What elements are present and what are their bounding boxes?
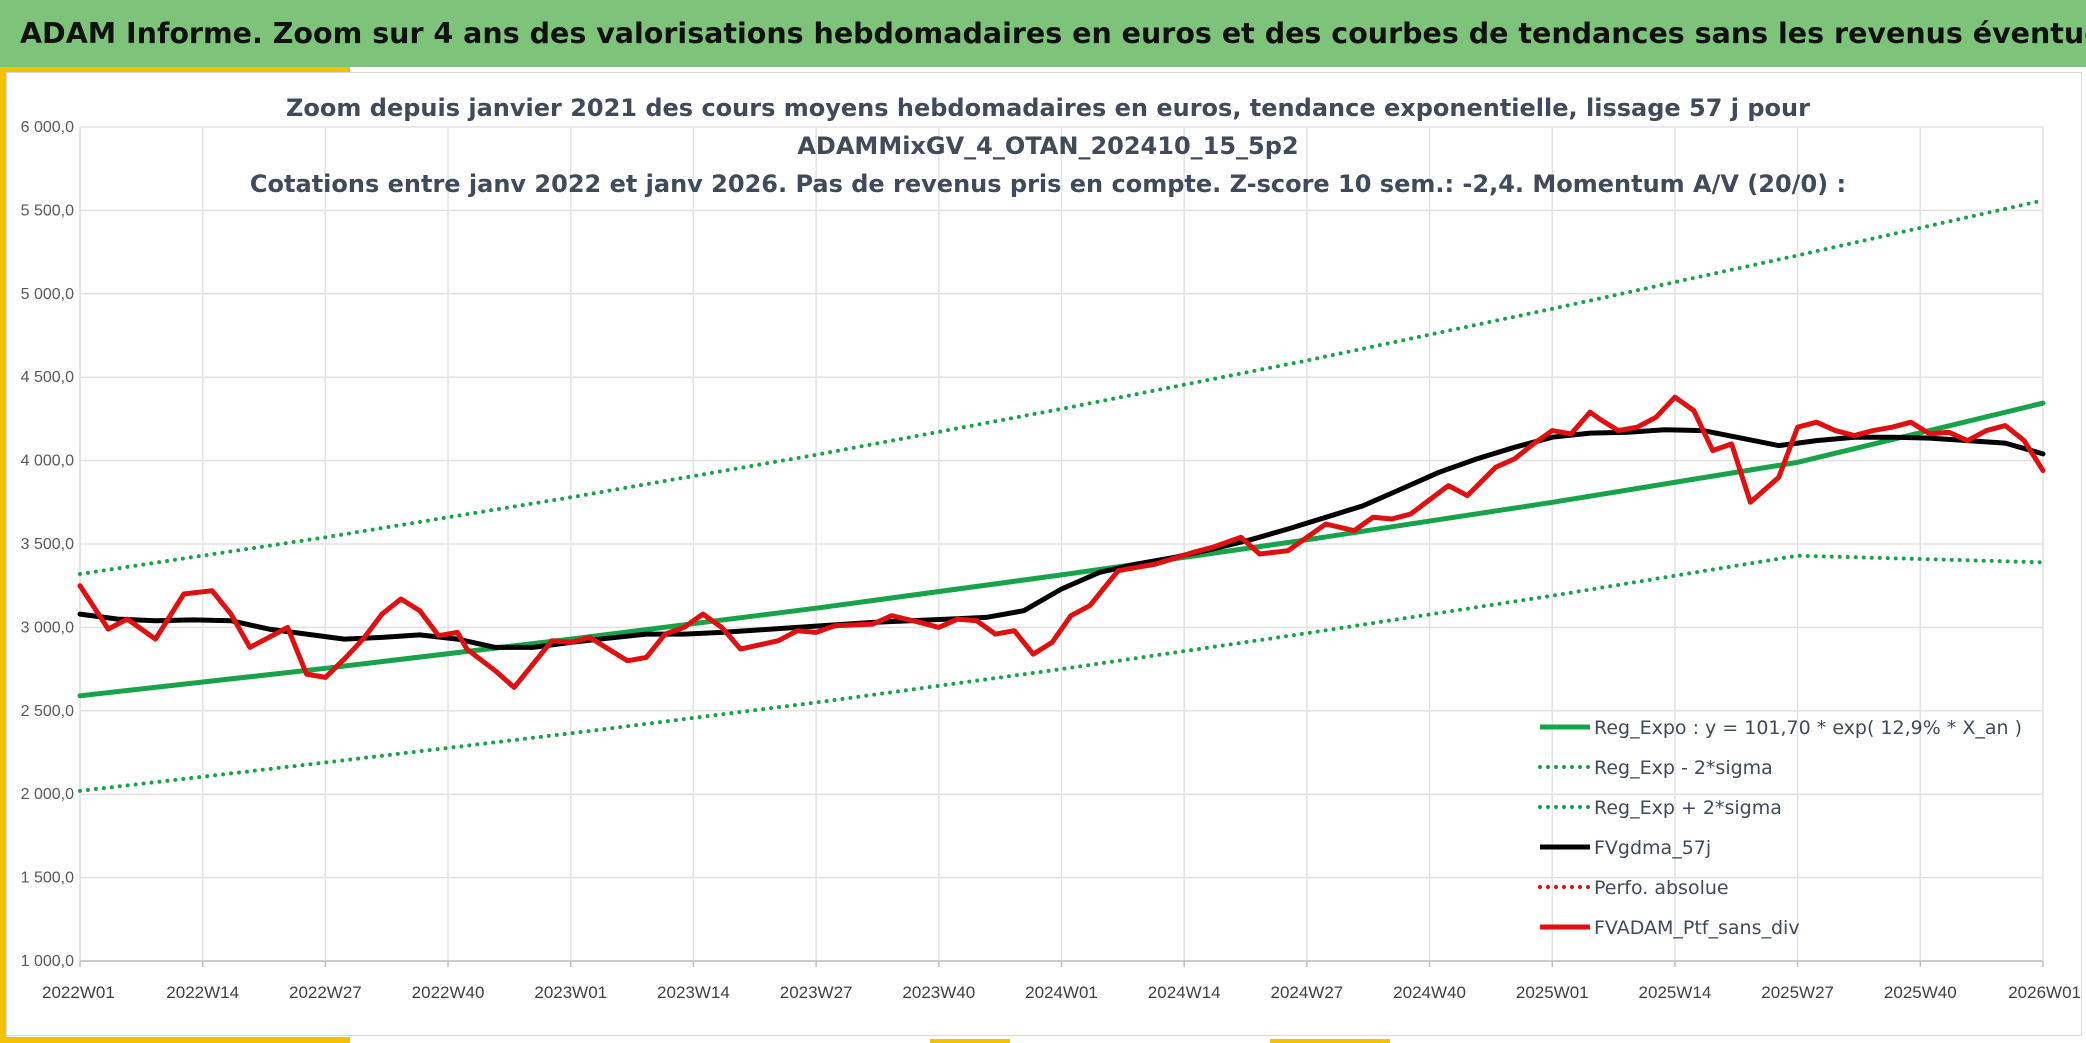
fvadam-ptf-line [77,394,2046,690]
y-tick-label: 1 000,0 [21,953,74,970]
legend-item-reg-exp-plus: Reg_Exp + 2*sigma [1538,797,1782,819]
x-tick-label: 2023W14 [657,983,730,1002]
x-tick-label: 2022W40 [412,983,485,1002]
y-tick-label: 2 500,0 [21,703,74,720]
accent-bar-bottom [1270,1039,1390,1043]
accent-bar-bottom [0,1037,350,1043]
y-tick-label: 5 000,0 [21,286,74,303]
x-tick-label: 2025W14 [1639,983,1712,1002]
legend-label: Reg_Exp + 2*sigma [1594,797,1782,819]
chart-title-line-2: ADAMMixGV_4_OTAN_202410_15_5p2 [797,132,1298,160]
y-tick-label: 4 500,0 [21,369,74,386]
x-tick-label: 2024W01 [1025,983,1098,1002]
legend-item-fvgdma: FVgdma_57j [1540,837,1711,859]
x-tick-label: 2022W14 [166,983,239,1002]
accent-bar-left [0,67,6,1043]
chart-title-line-1: Zoom depuis janvier 2021 des cours moyen… [286,94,1810,122]
reg-expo-line [77,400,2046,699]
axes: 1 000,0 1 500,0 2 000,0 2 500,0 3 000,0 3 500… [21,119,2081,1002]
accent-bar-bottom [930,1039,1010,1043]
x-tick-label: 2025W40 [1884,983,1957,1002]
reg-exp-plus-2sigma-line [78,198,2045,576]
chart-title: Zoom depuis janvier 2021 des cours moyen… [250,94,1846,198]
x-tick-label: 2024W27 [1270,983,1343,1002]
y-tick-label: 2 000,0 [21,786,74,803]
legend-item-perfo-absolue: Perfo. absolue [1538,877,1729,899]
x-tick-label: 2025W27 [1761,983,1834,1002]
legend-label: Reg_Exp - 2*sigma [1594,757,1773,779]
header-banner: ADAM Informe. Zoom sur 4 ans des valoris… [0,0,2086,67]
fvgdma-57j-line [77,427,2046,650]
y-tick-label: 6 000,0 [21,119,74,136]
x-tick-label: 2024W40 [1393,983,1466,1002]
accent-bar-top [0,67,350,72]
x-tick-label: 2025W01 [1516,983,1589,1002]
x-tick-label: 2026W01 [2008,983,2081,1002]
y-tick-label: 5 500,0 [21,202,74,219]
legend-item-reg-exp-minus: Reg_Exp - 2*sigma [1538,757,1773,779]
legend-label: FVgdma_57j [1594,837,1711,859]
legend-label: FVADAM_Ptf_sans_div [1594,917,1800,939]
chart-frame [6,72,2082,1036]
series [77,198,2046,793]
y-tick-label: 1 500,0 [21,870,74,887]
legend-item-reg-expo: Reg_Expo : y = 101,70 * exp( 12,9% * X_a… [1540,717,2022,739]
legend: Reg_Expo : y = 101,70 * exp( 12,9% * X_a… [1538,717,2022,939]
y-tick-label: 3 000,0 [21,619,74,636]
x-tick-label: 2023W27 [780,983,853,1002]
x-tick-label: 2022W27 [289,983,362,1002]
legend-item-fvadam: FVADAM_Ptf_sans_div [1540,917,1800,939]
x-tick-label: 2022W01 [42,983,115,1002]
chart-title-line-3: Cotations entre janv 2022 et janv 2026. … [250,170,1846,198]
reg-exp-minus-2sigma-line [78,553,2045,793]
legend-label: Reg_Expo : y = 101,70 * exp( 12,9% * X_a… [1594,717,2022,739]
x-tick-label: 2023W40 [902,983,975,1002]
grid [79,126,2044,962]
page-title: ADAM Informe. Zoom sur 4 ans des valoris… [20,17,2086,50]
x-tick-label: 2024W14 [1148,983,1221,1002]
legend-label: Perfo. absolue [1594,877,1729,899]
x-tick-label: 2023W01 [534,983,607,1002]
y-tick-label: 4 000,0 [21,453,74,470]
y-tick-label: 3 500,0 [21,536,74,553]
